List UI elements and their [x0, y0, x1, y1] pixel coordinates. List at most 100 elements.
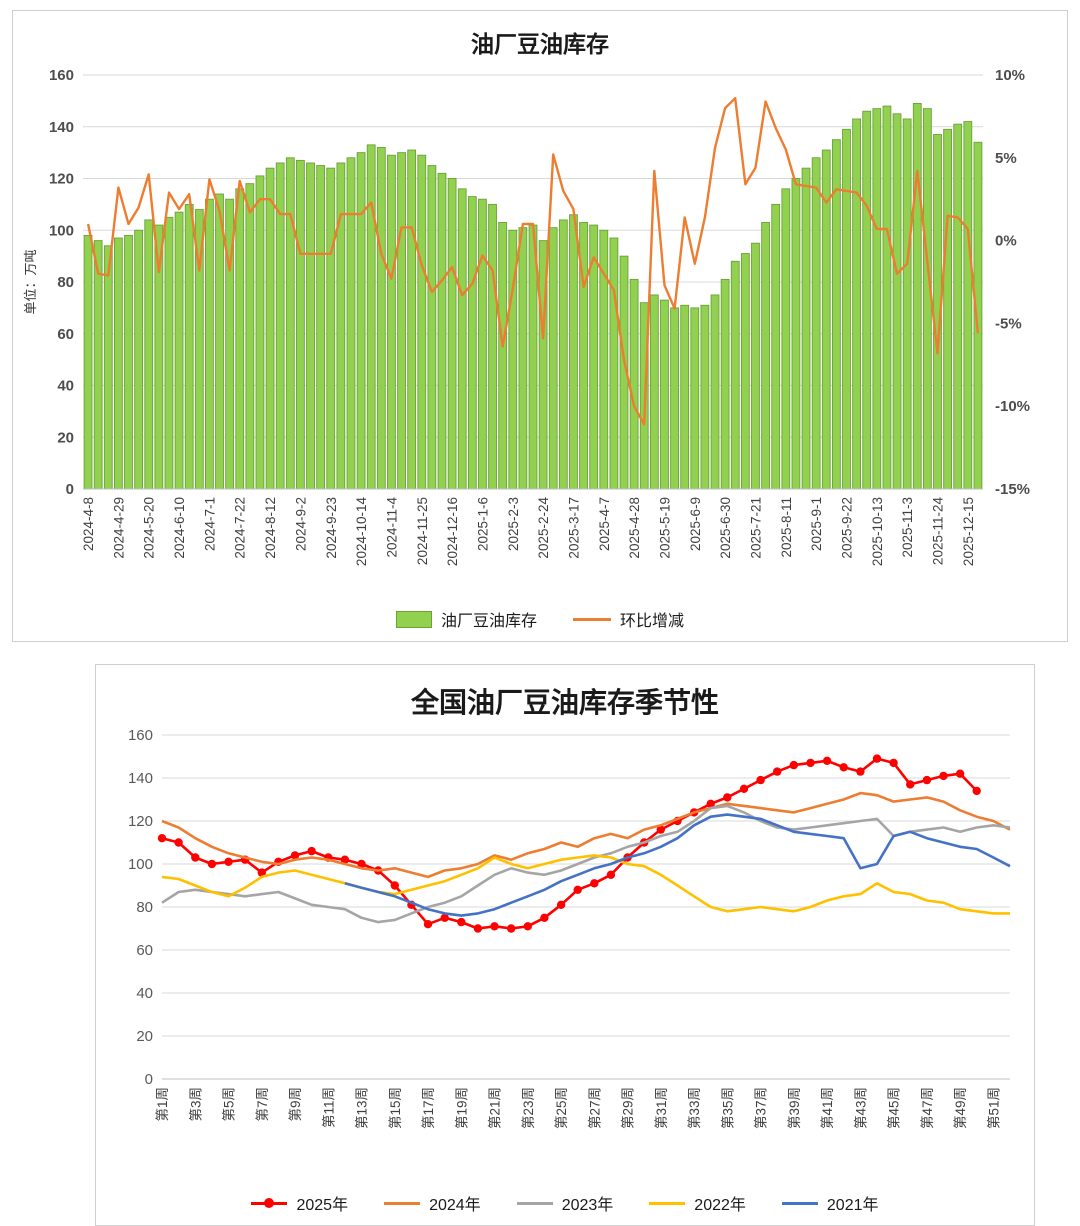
right-axis-tick-labels: 10% 5% 0% -5% -10% -15%: [995, 67, 1030, 498]
legend-item-2024年: 2024年: [384, 1191, 481, 1215]
svg-text:140: 140: [49, 119, 74, 136]
svg-text:0%: 0%: [995, 233, 1017, 250]
svg-text:2025-7-21: 2025-7-21: [749, 497, 764, 559]
svg-text:-10%: -10%: [995, 398, 1030, 415]
legend-item-pct-change: 环比增减: [573, 607, 684, 631]
svg-text:第35周: 第35周: [719, 1087, 735, 1129]
svg-text:100: 100: [49, 222, 74, 239]
series-line-2024年: [161, 791, 1011, 879]
svg-text:2025-9-1: 2025-9-1: [809, 497, 824, 551]
series-swatch-2021年: [781, 1201, 818, 1205]
series-label: 2025年: [296, 1197, 349, 1214]
svg-text:第25周: 第25周: [553, 1087, 569, 1129]
svg-text:第31周: 第31周: [653, 1087, 669, 1129]
svg-text:第41周: 第41周: [819, 1087, 835, 1129]
svg-text:2025-5-19: 2025-5-19: [658, 497, 673, 559]
svg-text:第39周: 第39周: [786, 1087, 802, 1129]
chart-title-seasonality: 全国油厂豆油库存季节性: [410, 686, 719, 719]
inventory-chart-legend: 油厂豆油库存 环比增减: [15, 607, 1065, 631]
svg-text:第5周: 第5周: [221, 1087, 237, 1122]
x-axis-labels: 2024-4-8 2024-4-29 2024-5-20 2024-6-10 2024-…: [81, 497, 976, 567]
svg-text:2025-12-15: 2025-12-15: [961, 497, 976, 566]
svg-text:140: 140: [128, 770, 153, 787]
svg-text:120: 120: [49, 171, 74, 188]
seasonality-chart-panel: 全国油厂豆油库存季节性 0 20 40 60 80 100 120 140 160 第1周 第3周第…: [95, 664, 1035, 1226]
seasonality-line-chart: 0 20 40 60 80 100 120 140 160 第1周 第3周 第5周 第7周 第9周 第11周…: [128, 727, 1011, 1129]
svg-text:第45周: 第45周: [886, 1087, 902, 1129]
svg-text:2024-5-20: 2024-5-20: [142, 497, 157, 559]
svg-text:20: 20: [136, 1028, 153, 1045]
svg-text:第33周: 第33周: [686, 1087, 702, 1129]
pct-change-line: [86, 97, 980, 426]
svg-text:80: 80: [57, 274, 74, 291]
svg-text:第21周: 第21周: [487, 1087, 503, 1129]
inventory-chart-panel: 油厂豆油库存 0 20 40 60 80 100 120 140 160 10% 5% 0% -5% -1…: [12, 10, 1068, 642]
svg-text:第7周: 第7周: [254, 1087, 270, 1122]
svg-text:2025-1-6: 2025-1-6: [475, 497, 490, 551]
svg-text:2025-6-9: 2025-6-9: [688, 497, 703, 551]
svg-text:2025-11-24: 2025-11-24: [931, 497, 946, 566]
svg-text:60: 60: [136, 942, 153, 959]
chart-title-inventory: 油厂豆油库存: [471, 31, 609, 57]
seasonality-chart-legend: 2025年 2024年 2023年 2022年 2021年: [98, 1191, 1032, 1215]
svg-text:第13周: 第13周: [354, 1087, 370, 1129]
svg-text:5%: 5%: [995, 150, 1017, 167]
svg-text:120: 120: [128, 813, 153, 830]
x-axis-labels: 第1周 第3周 第5周 第7周 第9周 第11周 第13周 第15周 第17周 第19周 第21周 第…: [154, 1087, 1001, 1129]
left-axis-tick-labels: 0 20 40 60 80 100 120 140 160: [49, 67, 74, 498]
svg-text:2025-2-24: 2025-2-24: [536, 497, 551, 559]
svg-text:2024-10-14: 2024-10-14: [354, 497, 369, 567]
svg-text:2024-12-16: 2024-12-16: [445, 497, 460, 566]
series-swatch-2025年: [251, 1198, 288, 1208]
legend-item-inventory: 油厂豆油库存: [395, 607, 537, 631]
svg-text:2024-4-8: 2024-4-8: [81, 497, 96, 551]
svg-text:第37周: 第37周: [753, 1087, 769, 1129]
inventory-combo-chart: 0 20 40 60 80 100 120 140 160 10% 5% 0% -5% -10% -15% 2…: [23, 67, 1030, 567]
svg-text:160: 160: [49, 67, 74, 84]
svg-text:0: 0: [66, 481, 74, 498]
series-swatch-2024年: [384, 1201, 421, 1205]
y-axis-tick-labels: 0 20 40 60 80 100 120 140 160: [128, 727, 153, 1088]
svg-text:第11周: 第11周: [320, 1087, 336, 1128]
series-swatch-2022年: [649, 1201, 686, 1205]
inventory-series-swatch: [395, 610, 432, 628]
svg-text:第51周: 第51周: [985, 1087, 1001, 1129]
svg-text:40: 40: [57, 378, 74, 395]
svg-text:2024-11-4: 2024-11-4: [384, 497, 399, 558]
legend-item-2021年: 2021年: [781, 1191, 879, 1215]
series-label: 2024年: [429, 1197, 481, 1214]
svg-text:2024-7-22: 2024-7-22: [233, 497, 248, 559]
series-swatch-marker: [264, 1198, 275, 1208]
legend-item-2023年: 2023年: [516, 1191, 613, 1215]
svg-text:2025-11-3: 2025-11-3: [900, 497, 915, 558]
series-label: 2022年: [694, 1197, 746, 1214]
svg-text:第49周: 第49周: [952, 1087, 968, 1129]
svg-text:第3周: 第3周: [187, 1087, 203, 1122]
series-line-2021年: [344, 813, 1011, 917]
svg-text:20: 20: [57, 429, 74, 446]
svg-text:第47周: 第47周: [919, 1087, 935, 1129]
pct-change-series-label: 环比增减: [620, 613, 685, 630]
pct-change-series-swatch: [573, 617, 611, 621]
svg-text:第9周: 第9周: [287, 1087, 303, 1122]
svg-text:-15%: -15%: [995, 481, 1030, 498]
svg-text:-5%: -5%: [995, 315, 1022, 332]
svg-text:2024-9-23: 2024-9-23: [324, 497, 339, 559]
svg-text:2024-11-25: 2024-11-25: [415, 497, 430, 565]
svg-text:第17周: 第17周: [420, 1087, 436, 1129]
svg-text:2025-6-30: 2025-6-30: [718, 497, 733, 559]
series-swatch-2023年: [516, 1201, 553, 1205]
svg-text:第19周: 第19周: [453, 1087, 469, 1129]
svg-text:第1周: 第1周: [154, 1087, 170, 1122]
series-line-2022年: [161, 854, 1010, 915]
inventory-bars: [83, 103, 983, 490]
svg-text:10%: 10%: [995, 67, 1025, 84]
gridlines: [162, 734, 1010, 1080]
svg-text:160: 160: [128, 727, 153, 744]
svg-text:第27周: 第27周: [586, 1087, 602, 1129]
svg-text:2025-9-22: 2025-9-22: [840, 497, 855, 559]
svg-text:2024-8-12: 2024-8-12: [263, 497, 278, 559]
series-label: 2021年: [826, 1197, 879, 1214]
svg-text:2024-7-1: 2024-7-1: [202, 497, 217, 551]
svg-text:60: 60: [57, 326, 74, 343]
